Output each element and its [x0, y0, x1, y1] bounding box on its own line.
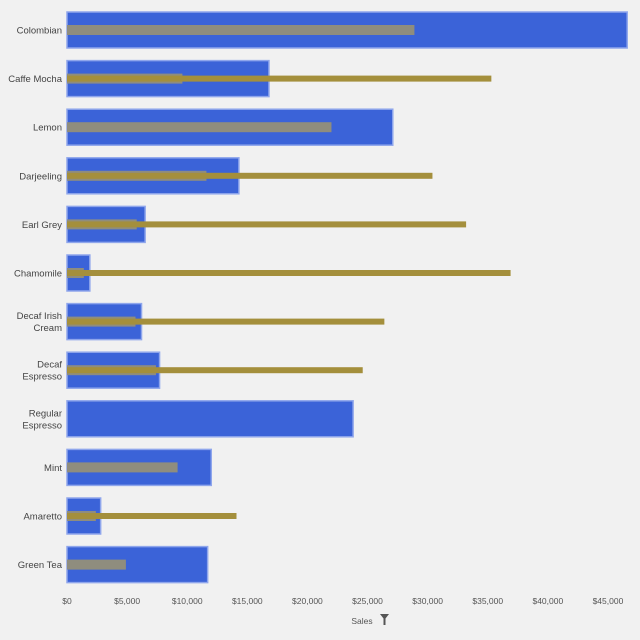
x-tick-label: $35,000	[472, 596, 503, 606]
reference-line[interactable]	[67, 513, 237, 519]
x-tick-label: $0	[62, 596, 72, 606]
category-label: Lemon	[33, 123, 62, 134]
category-label: Decaf Irish Cream	[17, 311, 62, 334]
x-tick-label: $30,000	[412, 596, 443, 606]
category-label: Mint	[44, 463, 62, 474]
reference-lines	[67, 75, 511, 519]
primary-bar[interactable]	[66, 400, 354, 438]
secondary-bar[interactable]	[67, 559, 126, 570]
x-tick-label: $45,000	[593, 596, 624, 606]
secondary-bar[interactable]	[67, 462, 178, 473]
x-tick-label: $25,000	[352, 596, 383, 606]
reference-line[interactable]	[67, 270, 511, 276]
reference-line[interactable]	[67, 172, 433, 179]
x-tick-label: $5,000	[114, 596, 140, 606]
x-axis-title: Sales	[351, 616, 372, 626]
x-tick-label: $20,000	[292, 596, 323, 606]
x-axis-ticks: $0 $5,000 $10,000 $15,000 $20,000 $25,000 $30,…	[62, 596, 623, 606]
x-tick-label: $40,000	[532, 596, 563, 606]
category-label: Amaretto	[23, 512, 62, 523]
category-label: Regular Espresso	[22, 408, 62, 431]
category-labels: Colombian Caffe Mocha Lemon Darjeeling Earl …	[8, 26, 62, 572]
filter-icon[interactable]	[380, 614, 389, 625]
reference-line[interactable]	[67, 367, 363, 374]
category-label: Earl Grey	[22, 220, 62, 231]
secondary-bar[interactable]	[67, 25, 415, 35]
category-label: Darjeeling	[19, 171, 62, 182]
reference-line[interactable]	[67, 221, 467, 228]
reference-line[interactable]	[67, 318, 385, 325]
category-label: Decaf Espresso	[22, 360, 62, 383]
category-label: Chamomile	[14, 269, 62, 280]
category-label: Colombian	[17, 26, 62, 37]
secondary-bar[interactable]	[67, 122, 332, 133]
category-label: Green Tea	[18, 560, 63, 571]
category-label: Caffe Mocha	[8, 74, 62, 85]
reference-line[interactable]	[67, 75, 492, 82]
secondary-bars	[67, 25, 415, 570]
x-tick-label: $15,000	[232, 596, 263, 606]
x-tick-label: $10,000	[172, 596, 203, 606]
primary-bars	[66, 11, 628, 584]
